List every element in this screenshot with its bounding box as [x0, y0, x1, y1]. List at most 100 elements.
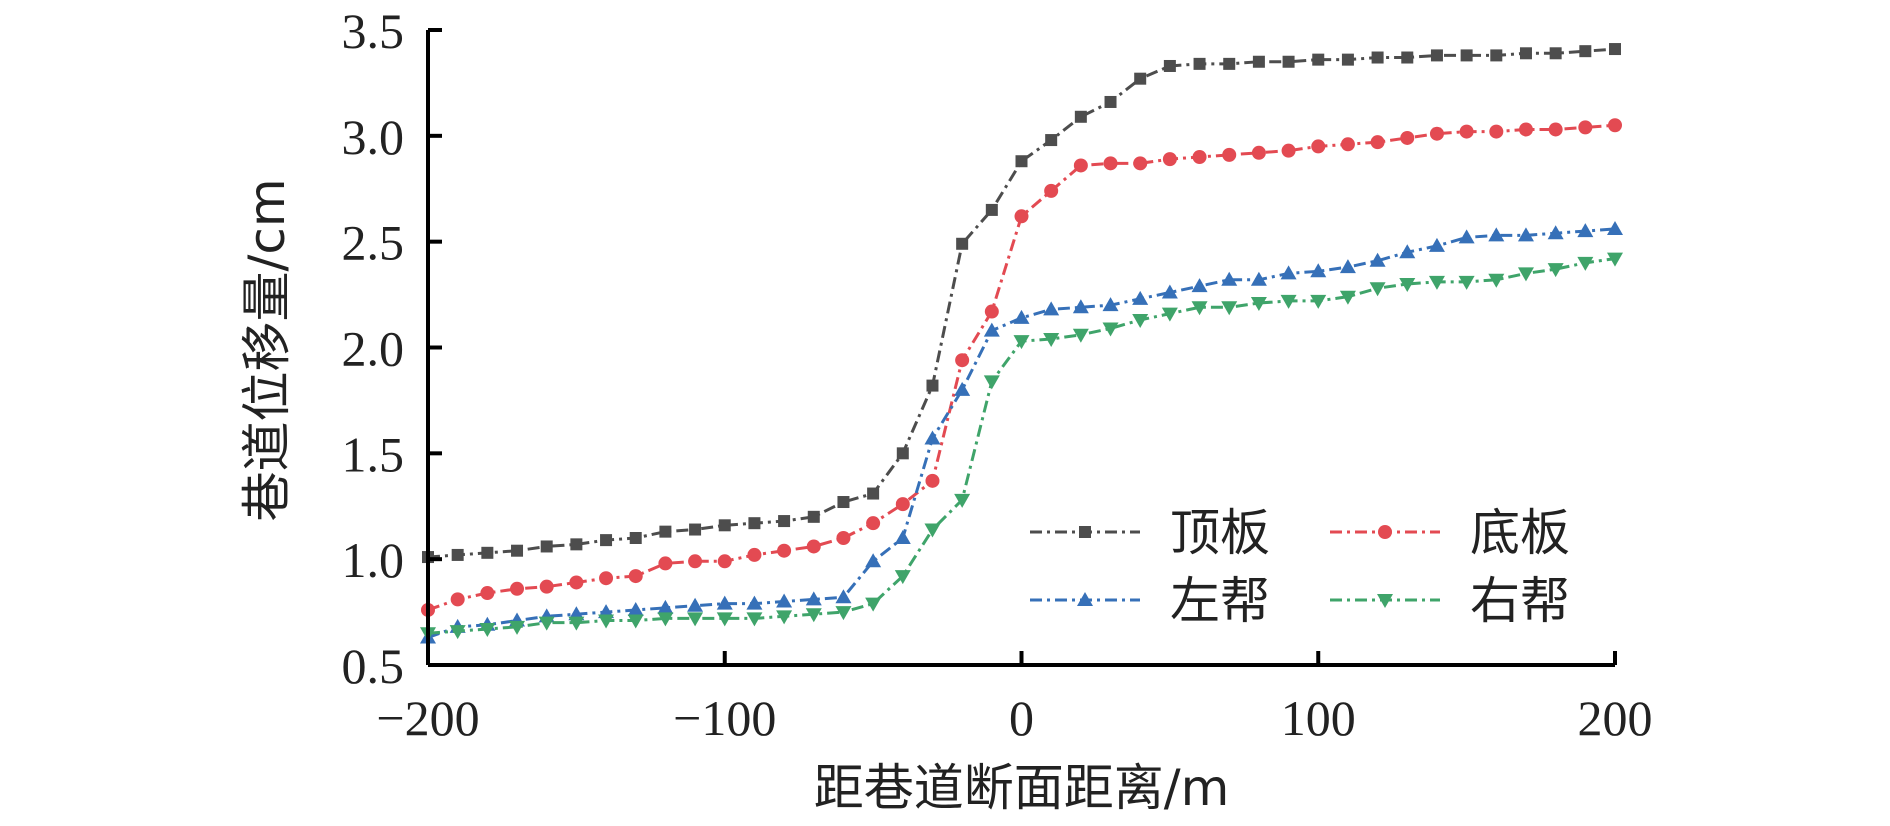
series-left-point — [1607, 220, 1623, 235]
series-top-point — [1519, 47, 1532, 60]
series-left-point — [865, 553, 882, 568]
series-top-point — [451, 548, 464, 561]
series-left-point — [716, 595, 733, 610]
series-left-point — [924, 430, 941, 445]
series-top-point — [867, 487, 880, 500]
series-top-point — [1074, 110, 1087, 123]
series-left-point — [1043, 301, 1060, 316]
series-right-point — [1221, 301, 1238, 316]
y-axis-label: 巷道位移量/cm — [238, 178, 296, 521]
series-top-point — [748, 517, 761, 530]
series-left-point — [687, 597, 704, 612]
series-bottom-point — [599, 571, 614, 586]
series-bottom-point — [1459, 124, 1474, 139]
series-right-point — [657, 612, 674, 627]
series-right-point — [1547, 263, 1564, 278]
series-bottom-point — [1222, 147, 1237, 162]
series-top-point — [600, 534, 613, 547]
series-left-point — [1577, 223, 1594, 238]
y-tick-label: 3.0 — [342, 109, 405, 165]
series-top-point — [1282, 55, 1295, 68]
series-top-point — [1341, 53, 1354, 66]
series-right-point — [627, 614, 644, 629]
series-bottom-point — [895, 497, 910, 512]
series-left-point — [1458, 229, 1475, 244]
x-axis-label: 距巷道断面距离/m — [814, 759, 1230, 817]
series-left-point — [835, 589, 852, 604]
series-top-point — [985, 203, 998, 216]
series-top-point — [718, 519, 731, 532]
series-right-point — [865, 597, 882, 612]
series-bottom-point — [866, 516, 881, 531]
series-left-point — [1221, 271, 1238, 286]
series-right-point — [598, 614, 615, 629]
series-top-point — [689, 523, 702, 536]
series-right-point — [1458, 275, 1475, 290]
series-left-point — [1280, 265, 1297, 280]
series-bottom-point — [1370, 135, 1385, 150]
series-bottom-point — [510, 581, 525, 596]
series-left-point — [657, 599, 674, 614]
series-left-point — [1072, 299, 1089, 314]
x-tick-label: 100 — [1281, 690, 1356, 746]
series-right-point — [983, 375, 1000, 390]
series-left-point — [1369, 252, 1386, 267]
series-top-point — [1252, 55, 1265, 68]
series-bottom-point — [569, 575, 584, 590]
series-right-point — [1488, 273, 1505, 288]
series-bottom-point — [1311, 139, 1326, 154]
series-left-point — [1250, 271, 1267, 286]
legend-item-bottom: 底板 — [1330, 504, 1570, 562]
series-right-point — [1191, 301, 1208, 316]
series-right-point — [1043, 333, 1060, 348]
series-top-point — [511, 544, 524, 557]
series-bottom-point — [806, 539, 821, 554]
series-left-point — [954, 381, 971, 396]
series-bottom-point — [1429, 126, 1444, 141]
series-right-point — [1072, 328, 1089, 343]
series-top-point — [837, 496, 850, 509]
legend-item-top: 顶板 — [1030, 504, 1270, 562]
series-top-point — [629, 532, 642, 544]
series-top-point — [540, 540, 553, 553]
series-right-point — [1161, 307, 1178, 322]
series-left-point — [746, 595, 763, 610]
series-bottom-point — [480, 586, 495, 601]
series-top-point — [956, 237, 969, 250]
legend-left-label: 左帮 — [1170, 572, 1270, 630]
series-bottom-point — [1014, 209, 1029, 224]
x-tick-label: −100 — [673, 690, 776, 746]
y-tick-label: 2.0 — [342, 321, 405, 377]
series-top-point — [1163, 59, 1176, 72]
series-right-point — [954, 493, 971, 508]
series-bottom-point — [450, 592, 465, 607]
series-left-line — [427, 227, 1616, 639]
series-left-point — [983, 322, 1000, 337]
series-top-point — [1134, 72, 1147, 85]
series-left-point — [1428, 237, 1445, 252]
series-bottom-point — [1281, 143, 1296, 158]
series-right-point — [568, 616, 585, 631]
legend-item-right: 右帮 — [1330, 572, 1570, 630]
series-bottom-point — [1192, 150, 1207, 164]
series-top-point — [1015, 155, 1028, 168]
series-left-point — [627, 601, 644, 616]
series-right-point — [1607, 252, 1623, 267]
series-left-point — [1310, 263, 1327, 278]
series-top-point — [896, 447, 909, 460]
series-top-point — [1579, 45, 1592, 58]
legend-item-left: 左帮 — [1030, 572, 1270, 630]
series-right-point — [1577, 256, 1594, 271]
series-right-point — [924, 523, 941, 538]
series-left-point — [776, 593, 793, 608]
series-top-point — [481, 546, 494, 559]
series-top-point — [1045, 134, 1058, 147]
series-right-point — [1399, 278, 1416, 292]
series-top-point — [1223, 57, 1236, 70]
series-bottom-point — [1133, 156, 1148, 171]
series-top-point — [1490, 49, 1503, 62]
series-left-point — [1517, 227, 1534, 242]
series-left-point — [1191, 278, 1208, 293]
